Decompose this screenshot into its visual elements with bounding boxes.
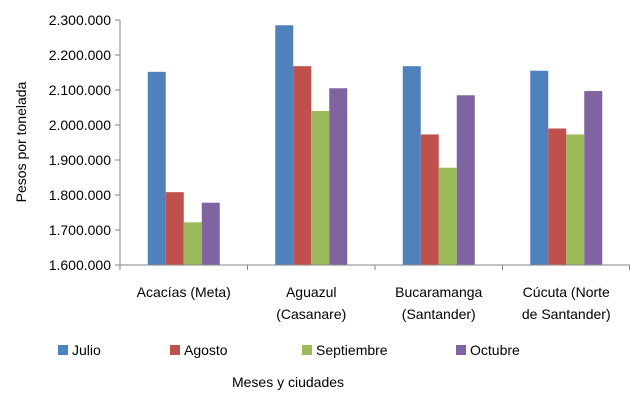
bar-agosto-3 xyxy=(420,134,439,265)
legend-swatch-octubre xyxy=(456,345,466,355)
x-category-label: (Santander) xyxy=(402,306,476,322)
y-axis-title: Pesos por tonelada xyxy=(13,81,29,202)
bar-octubre-3 xyxy=(456,95,475,265)
legend-label-agosto: Agosto xyxy=(184,342,228,358)
y-tick-label: 1.800.000 xyxy=(49,187,111,203)
bar-julio-1 xyxy=(147,71,166,265)
y-axis-ticks: 1.600.000 1.700.000 1.800.000 1.900.000 2.00… xyxy=(49,12,120,273)
bar-septiembre-3 xyxy=(438,167,457,265)
y-tick-label: 1.700.000 xyxy=(49,222,111,238)
x-axis-category-labels: Acacías (Meta) Aguazul (Casanare) Bucaraman… xyxy=(137,284,611,322)
bar-octubre-2 xyxy=(329,88,348,265)
x-category-label: de Santander) xyxy=(522,306,611,322)
bar-septiembre-2 xyxy=(311,111,330,265)
legend-swatch-septiembre xyxy=(302,345,312,355)
x-category-label: (Casanare) xyxy=(276,306,346,322)
bar-agosto-1 xyxy=(165,192,184,265)
legend-label-septiembre: Septiembre xyxy=(316,342,388,358)
legend: Julio Agosto Septiembre Octubre xyxy=(58,342,520,358)
bar-julio-2 xyxy=(275,25,294,265)
bars xyxy=(119,25,630,270)
legend-swatch-agosto xyxy=(170,345,180,355)
y-tick-label: 2.200.000 xyxy=(49,47,111,63)
x-category-label: Aguazul xyxy=(286,284,337,300)
x-axis-title: Meses y ciudades xyxy=(232,374,344,390)
bar-julio-4 xyxy=(530,70,549,265)
legend-swatch-julio xyxy=(58,345,68,355)
x-category-label: Cúcuta (Norte xyxy=(523,284,610,300)
bar-septiembre-1 xyxy=(183,222,202,265)
bar-julio-3 xyxy=(402,66,421,265)
y-tick-label: 2.000.000 xyxy=(49,117,111,133)
x-category-label: Acacías (Meta) xyxy=(137,284,231,300)
legend-label-julio: Julio xyxy=(72,342,101,358)
y-tick-label: 1.900.000 xyxy=(49,152,111,168)
bar-agosto-2 xyxy=(293,66,312,265)
bar-octubre-1 xyxy=(201,202,220,265)
legend-label-octubre: Octubre xyxy=(470,342,520,358)
bar-agosto-4 xyxy=(548,128,567,265)
x-category-label: Bucaramanga xyxy=(395,284,482,300)
bar-octubre-4 xyxy=(584,91,603,265)
bar-septiembre-4 xyxy=(566,134,585,265)
y-tick-label: 1.600.000 xyxy=(49,257,111,273)
y-tick-label: 2.300.000 xyxy=(49,12,111,28)
y-tick-label: 2.100.000 xyxy=(49,82,111,98)
